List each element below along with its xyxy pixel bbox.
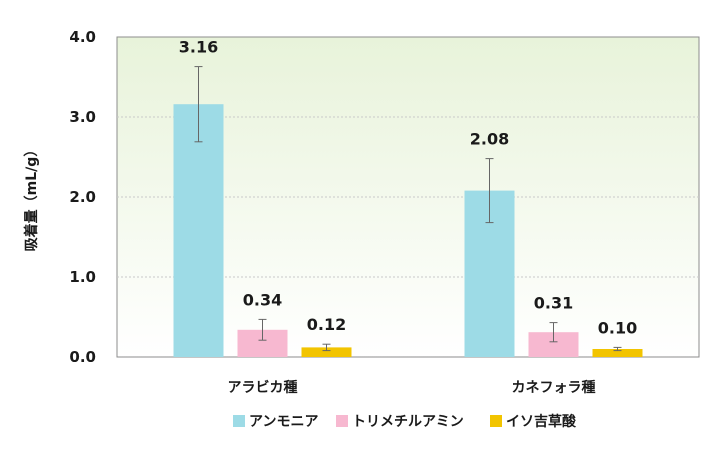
y-axis-label: 吸着量（mL/g）	[23, 143, 40, 252]
data-label: 0.31	[534, 294, 573, 313]
legend-label: アンモニア	[249, 414, 318, 430]
y-tick-label: 1.0	[69, 268, 96, 286]
x-category-label: アラビカ種	[228, 379, 298, 396]
data-label: 2.08	[470, 130, 509, 149]
legend-label: イソ吉草酸	[506, 413, 577, 430]
legend: アンモニア トリメチルアミン イソ吉草酸	[233, 413, 577, 430]
data-label: 0.34	[243, 290, 282, 309]
bar	[592, 349, 643, 357]
data-label: 0.12	[307, 315, 346, 334]
data-labels: 3.16 0.34 0.12 2.08 0.31 0.10	[179, 38, 637, 338]
error-bars	[194, 66, 622, 352]
data-label: 0.10	[598, 318, 637, 337]
bar	[173, 104, 224, 357]
bar	[301, 347, 352, 357]
x-axis-categories: アラビカ種 カネフォラ種	[228, 379, 596, 396]
y-tick-label: 0.0	[69, 348, 96, 366]
y-tick-label: 4.0	[69, 28, 96, 46]
legend-swatch	[490, 415, 502, 427]
data-label: 3.16	[179, 38, 218, 57]
x-category-label: カネフォラ種	[512, 379, 596, 396]
y-tick-label: 3.0	[69, 108, 96, 126]
legend-swatch	[233, 415, 245, 427]
legend-swatch	[336, 415, 348, 427]
y-tick-label: 2.0	[69, 188, 96, 206]
legend-label: トリメチルアミン	[352, 414, 464, 430]
y-axis-ticks: 0.0 1.0 2.0 3.0 4.0	[69, 28, 96, 366]
